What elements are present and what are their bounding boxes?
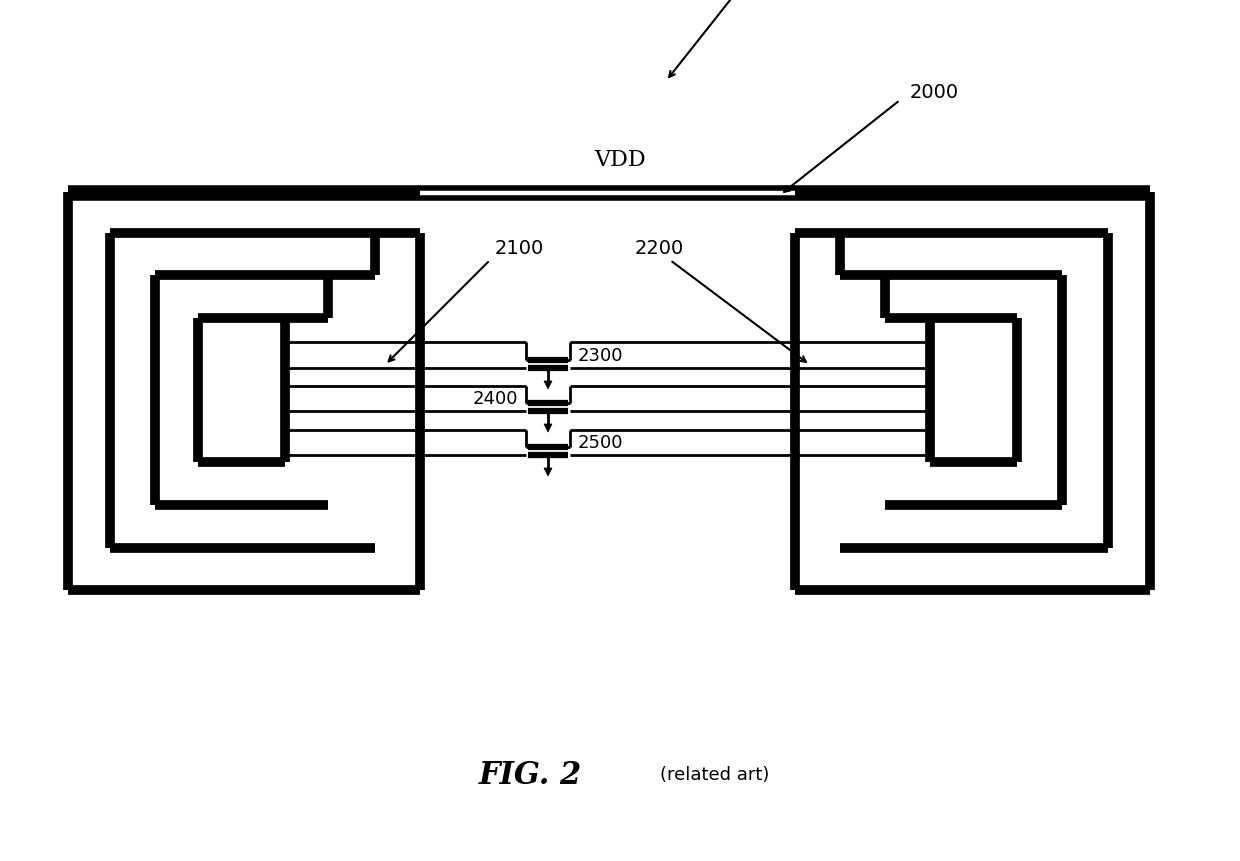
- Text: 2400: 2400: [472, 391, 518, 408]
- Text: 2200: 2200: [635, 238, 684, 257]
- Polygon shape: [544, 424, 552, 432]
- Text: VDD: VDD: [594, 149, 646, 171]
- Polygon shape: [544, 381, 552, 389]
- Polygon shape: [544, 468, 552, 476]
- Text: 2500: 2500: [578, 435, 624, 453]
- Text: FIG. 2: FIG. 2: [479, 759, 582, 790]
- Text: 2000: 2000: [910, 84, 959, 102]
- Text: 2300: 2300: [578, 347, 624, 365]
- Text: (related art): (related art): [660, 766, 769, 784]
- Text: 2100: 2100: [495, 238, 544, 257]
